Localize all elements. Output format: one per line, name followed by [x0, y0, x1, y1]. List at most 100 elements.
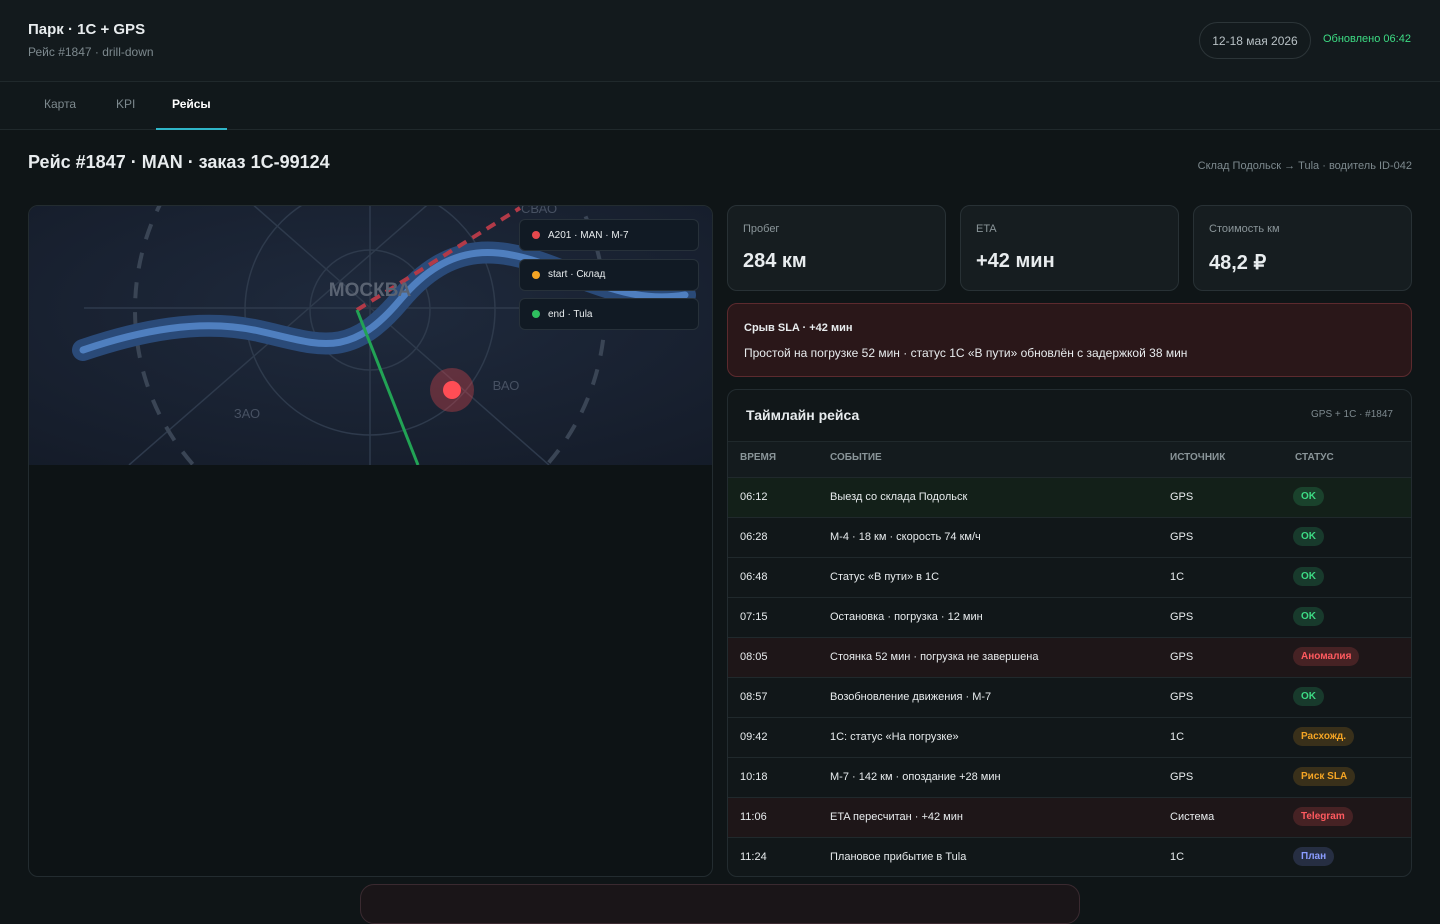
cell-source: 1С	[1170, 731, 1185, 743]
cell-event: Выезд со склада Подольск	[830, 491, 968, 503]
timeline-row: 07:15 Остановка · погрузка · 12 мин GPS OK	[728, 597, 1411, 637]
cell-event: Плановое прибытие в Tula	[830, 851, 967, 863]
bottom-bar	[360, 884, 1080, 924]
deviation	[355, 206, 522, 312]
kpi-label: ETA	[976, 223, 997, 235]
timeline-row: 11:06 ETA пересчитан · +42 мин Система Tele…	[728, 797, 1411, 837]
status-badge: План	[1293, 847, 1335, 866]
timeline-row: 11:24 Плановое прибытие в Tula 1С План	[728, 837, 1411, 876]
timeline-panel: Таймлайн рейса GPS + 1С · #1847 ВРЕМЯ СОБ…	[727, 389, 1412, 877]
cell-source: GPS	[1170, 691, 1194, 703]
map-label: СВАО	[521, 206, 557, 216]
legend-label: A201 · MAN · M-7	[548, 229, 629, 241]
status-badge: OK	[1293, 567, 1324, 586]
cell-source: GPS	[1170, 531, 1194, 543]
timeline-row: 10:18 М-7 · 142 км · опоздание +28 мин GPS…	[728, 757, 1411, 797]
timeline-row: 06:12 Выезд со склада Подольск GPS OK	[728, 477, 1411, 517]
map-label: ВАО	[493, 378, 520, 393]
status-badge: OK	[1293, 607, 1324, 626]
kpi-value: 48,2 ₽	[1209, 252, 1267, 274]
kpi-card: Стоимость км 48,2 ₽	[1193, 205, 1412, 291]
status-badge: Аномалия	[1293, 647, 1360, 666]
cell-source: Система	[1170, 811, 1215, 823]
cell-event: Возобновление движения · М-7	[830, 691, 992, 703]
cell-time: 08:57	[740, 691, 768, 703]
updated-time: Обновлено 06:42	[1323, 33, 1411, 45]
kpi-label: Стоимость км	[1209, 223, 1280, 235]
cell-source: GPS	[1170, 771, 1194, 783]
status-badge: Расхожд.	[1293, 727, 1355, 746]
plan-line	[355, 309, 420, 465]
column-header: СОБЫТИЕ	[830, 452, 882, 463]
map-legend-item: A201 · MAN · M-7	[519, 219, 699, 251]
cell-event: М-4 · 18 км · скорость 74 км/ч	[830, 531, 981, 543]
kpi-value: +42 мин	[976, 250, 1055, 272]
cell-time: 06:48	[740, 571, 768, 583]
tab[interactable]: KPI	[116, 97, 136, 111]
timeline-row: 08:57 Возобновление движения · М-7 GPS OK	[728, 677, 1411, 717]
sla-alert: Срыв SLA · +42 мин Простой на погрузке 5…	[727, 303, 1412, 377]
timeline-row: 09:42 1С: статус «На погрузке» 1С Расхожд.	[728, 717, 1411, 757]
kpi-label: Пробег	[743, 223, 780, 235]
legend-label: start · Склад	[548, 269, 606, 280]
cell-event: Статус «В пути» в 1С	[830, 571, 940, 583]
column-header: СТАТУС	[1295, 452, 1334, 463]
legend-dot	[532, 231, 540, 239]
cell-time: 11:24	[740, 851, 767, 863]
cell-time: 06:28	[740, 531, 768, 543]
tab[interactable]: Карта	[44, 97, 77, 111]
status-badge: Telegram	[1293, 807, 1353, 826]
alert-text: Простой на погрузке 52 мин · статус 1С «…	[744, 346, 1188, 360]
map-legend-item: end · Tula	[519, 298, 699, 330]
column-header: ВРЕМЯ	[740, 452, 777, 463]
column-header: ИСТОЧНИК	[1170, 452, 1226, 463]
period-picker[interactable]: 12-18 мая 2026	[1199, 22, 1311, 59]
trip-title: Рейс #1847 · MAN · заказ 1С-99124	[28, 152, 330, 172]
kpi-card: Пробег 284 км	[727, 205, 946, 291]
app-title: Парк · 1С + GPS	[28, 21, 146, 38]
map-legend-item: start · Склад	[519, 258, 699, 291]
status-badge: OK	[1293, 687, 1324, 706]
map-label: МОСКВА	[329, 280, 412, 301]
timeline-row: 08:05 Стоянка 52 мин · погрузка не заверш…	[728, 637, 1411, 677]
cell-time: 09:42	[740, 731, 768, 743]
cell-event: 1С: статус «На погрузке»	[830, 731, 959, 743]
vehicle[interactable]	[443, 381, 461, 399]
cell-event: ETA пересчитан · +42 мин	[830, 811, 963, 823]
timeline-meta: GPS + 1С · #1847	[1311, 409, 1393, 420]
map-label: ЗАО	[234, 406, 260, 421]
status-badge: OK	[1293, 487, 1324, 506]
timeline-row: 06:48 Статус «В пути» в 1С 1С OK	[728, 557, 1411, 597]
cell-time: 08:05	[740, 651, 768, 663]
cell-source: GPS	[1170, 611, 1194, 623]
status-badge: OK	[1293, 527, 1324, 546]
cell-source: GPS	[1170, 491, 1194, 503]
cell-event: Остановка · погрузка · 12 мин	[830, 611, 983, 623]
tab-bar: Карта KPI Рейсы	[0, 82, 1440, 130]
timeline-title: Таймлайн рейса	[746, 407, 860, 423]
cell-time: 10:18	[740, 771, 768, 783]
cell-time: 11:06	[740, 811, 767, 823]
trip-route: Склад Подольск → Tula · водитель ID-042	[1197, 160, 1412, 172]
app-subtitle: Рейс #1847 · drill-down	[28, 45, 154, 59]
header: Парк · 1С + GPS Рейс #1847 · drill-down …	[0, 0, 1440, 82]
table-head	[728, 441, 1411, 477]
kpi-card: ETA +42 мин	[960, 205, 1179, 291]
legend-dot	[532, 310, 540, 318]
kpi-value: 284 км	[743, 250, 807, 272]
status-badge: Риск SLA	[1293, 767, 1356, 786]
alert-title: Срыв SLA · +42 мин	[744, 322, 853, 334]
cell-time: 07:15	[740, 611, 768, 623]
legend-dot	[532, 270, 540, 279]
cell-source: 1С	[1170, 851, 1185, 863]
map-panel: МОСКВА ВАО ЗАО СВАО A201 · MAN · M-7 star…	[28, 205, 713, 877]
cell-source: 1С	[1170, 571, 1185, 583]
cell-event: М-7 · 142 км · опоздание +28 мин	[830, 771, 1001, 783]
tab[interactable]: Рейсы	[156, 82, 227, 130]
cell-source: GPS	[1170, 651, 1194, 663]
timeline-row: 06:28 М-4 · 18 км · скорость 74 км/ч GPS OK	[728, 517, 1411, 557]
legend-label: end · Tula	[548, 308, 593, 320]
cell-time: 06:12	[740, 491, 768, 503]
cell-event: Стоянка 52 мин · погрузка не завершена	[830, 651, 1039, 663]
